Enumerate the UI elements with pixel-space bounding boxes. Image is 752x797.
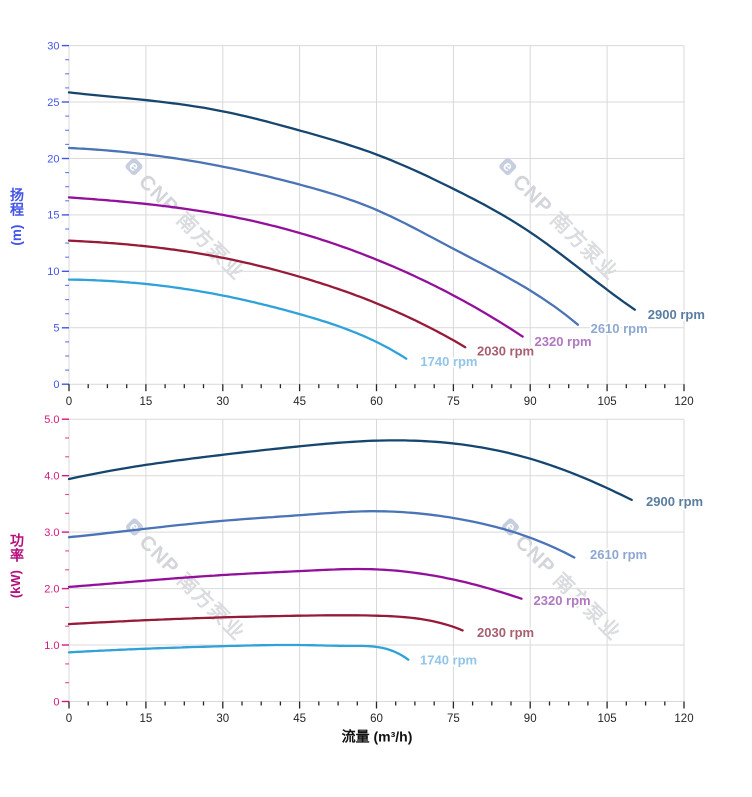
svg-text:程: 程 [10,202,24,218]
svg-text:2900 rpm: 2900 rpm [646,494,703,509]
svg-text:0: 0 [53,697,59,709]
svg-text:0: 0 [66,396,72,408]
svg-text:90: 90 [524,713,537,725]
svg-text:10: 10 [47,266,59,278]
svg-text:60: 60 [370,713,383,725]
svg-text:120: 120 [674,396,693,408]
svg-text:2320 rpm: 2320 rpm [534,593,591,608]
svg-text:功: 功 [10,533,24,549]
svg-text:2320 rpm: 2320 rpm [535,334,592,349]
svg-text:1740 rpm: 1740 rpm [420,354,477,369]
svg-text:2610 rpm: 2610 rpm [591,321,648,336]
svg-text:45: 45 [293,396,306,408]
svg-text:75: 75 [447,396,460,408]
svg-text:30: 30 [216,396,229,408]
svg-text:2.0: 2.0 [44,584,59,596]
svg-text:0: 0 [66,713,72,725]
svg-text:60: 60 [370,396,383,408]
svg-text:4.0: 4.0 [44,471,59,483]
svg-text:2030 rpm: 2030 rpm [477,344,534,359]
svg-text:1740 rpm: 1740 rpm [420,653,477,668]
svg-text:30: 30 [216,713,229,725]
svg-text:扬: 扬 [10,187,24,203]
svg-text:(m): (m) [9,225,24,246]
svg-text:120: 120 [674,713,693,725]
svg-text:15: 15 [140,713,153,725]
svg-text:15: 15 [140,396,153,408]
svg-text:5: 5 [53,323,59,335]
svg-text:105: 105 [598,713,617,725]
svg-text:25: 25 [47,97,59,109]
svg-text:2900 rpm: 2900 rpm [648,307,705,322]
svg-text:0: 0 [53,379,59,391]
svg-text:(kW): (kW) [8,570,23,598]
svg-text:30: 30 [47,40,59,52]
svg-text:5.0: 5.0 [44,414,59,426]
svg-text:75: 75 [447,713,460,725]
svg-text:90: 90 [524,396,537,408]
svg-text:流量 (m³/h): 流量 (m³/h) [342,729,413,745]
svg-text:105: 105 [598,396,617,408]
svg-text:1.0: 1.0 [44,640,59,652]
svg-text:2030 rpm: 2030 rpm [477,625,534,640]
svg-text:45: 45 [293,713,306,725]
svg-text:2610 rpm: 2610 rpm [590,547,647,562]
svg-text:15: 15 [47,210,59,222]
svg-text:20: 20 [47,153,59,165]
svg-text:率: 率 [10,547,24,563]
svg-text:3.0: 3.0 [44,527,59,539]
